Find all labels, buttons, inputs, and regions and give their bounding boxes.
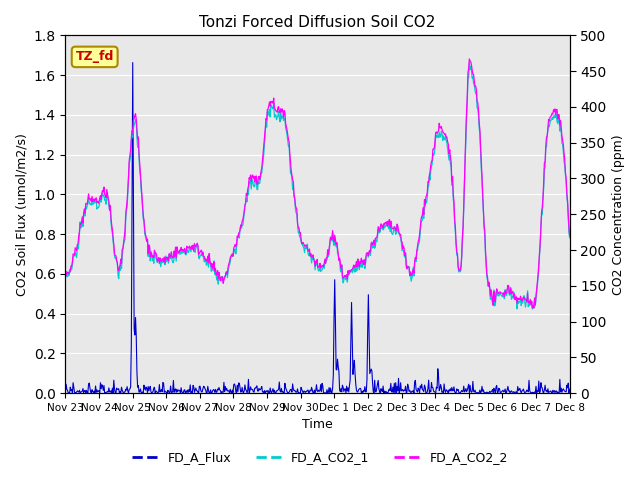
FD_A_CO2_2 bbox=[61, 272, 69, 278]
FD_A_Flux bbox=[123, 387, 131, 393]
FD_A_Flux bbox=[395, 375, 403, 381]
FD_A_CO2_1 bbox=[174, 250, 182, 256]
FD_A_CO2_2 bbox=[123, 204, 131, 210]
Line: FD_A_CO2_1: FD_A_CO2_1 bbox=[65, 63, 570, 309]
FD_A_CO2_2 bbox=[378, 224, 386, 229]
FD_A_CO2_2 bbox=[530, 305, 538, 311]
Line: FD_A_CO2_2: FD_A_CO2_2 bbox=[65, 59, 570, 308]
FD_A_Flux bbox=[129, 60, 136, 65]
FD_A_Flux bbox=[380, 390, 388, 396]
FD_A_CO2_1 bbox=[465, 60, 473, 66]
FD_A_CO2_2 bbox=[174, 248, 182, 254]
FD_A_Flux bbox=[207, 390, 215, 396]
X-axis label: Time: Time bbox=[302, 419, 333, 432]
FD_A_CO2_2 bbox=[465, 56, 473, 62]
FD_A_CO2_1 bbox=[529, 306, 536, 312]
FD_A_CO2_1 bbox=[200, 259, 208, 264]
Legend: FD_A_Flux, FD_A_CO2_1, FD_A_CO2_2: FD_A_Flux, FD_A_CO2_1, FD_A_CO2_2 bbox=[127, 446, 513, 469]
FD_A_CO2_2 bbox=[70, 252, 78, 258]
FD_A_CO2_1 bbox=[123, 207, 131, 213]
Line: FD_A_Flux: FD_A_Flux bbox=[65, 62, 570, 393]
FD_A_CO2_2 bbox=[200, 253, 208, 259]
Y-axis label: CO2 Concentration (ppm): CO2 Concentration (ppm) bbox=[612, 134, 625, 295]
FD_A_Flux bbox=[70, 390, 78, 396]
FD_A_CO2_2 bbox=[394, 221, 401, 227]
FD_A_Flux bbox=[566, 386, 573, 392]
FD_A_CO2_1 bbox=[61, 272, 69, 278]
FD_A_CO2_1 bbox=[70, 253, 78, 259]
Title: Tonzi Forced Diffusion Soil CO2: Tonzi Forced Diffusion Soil CO2 bbox=[199, 15, 436, 30]
FD_A_CO2_1 bbox=[378, 225, 386, 231]
Text: TZ_fd: TZ_fd bbox=[76, 50, 114, 63]
FD_A_CO2_1 bbox=[394, 222, 401, 228]
FD_A_Flux bbox=[61, 389, 69, 395]
FD_A_CO2_1 bbox=[566, 235, 573, 241]
Y-axis label: CO2 Soil Flux (umol/m2/s): CO2 Soil Flux (umol/m2/s) bbox=[15, 133, 28, 296]
FD_A_CO2_2 bbox=[566, 233, 573, 239]
FD_A_Flux bbox=[201, 386, 209, 392]
FD_A_Flux bbox=[175, 387, 182, 393]
